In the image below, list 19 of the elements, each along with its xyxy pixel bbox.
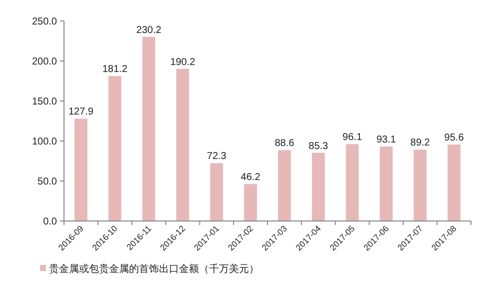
- y-tick-label: 250.0: [32, 16, 58, 28]
- data-label: 181.2: [102, 64, 128, 76]
- y-tick-label: 100.0: [32, 136, 58, 148]
- data-label: 95.6: [444, 132, 464, 144]
- y-tick-label: 150.0: [32, 96, 58, 108]
- data-label: 88.6: [274, 138, 295, 150]
- y-tick-label: 50.0: [38, 176, 58, 188]
- data-label: 89.2: [410, 138, 430, 149]
- data-label: 72.3: [206, 151, 227, 162]
- data-label: 127.9: [68, 106, 94, 118]
- data-label: 96.1: [342, 132, 362, 144]
- y-tick-label: 0.0: [43, 216, 58, 228]
- data-label: 85.3: [308, 140, 329, 152]
- data-label: 93.1: [376, 134, 396, 146]
- data-label: 46.2: [240, 172, 261, 184]
- legend: 贵金属或包贵金属的首饰出口金额（千万美元）: [40, 264, 259, 275]
- y-tick-label: 200.0: [32, 56, 58, 68]
- data-label: 230.2: [136, 24, 162, 36]
- data-label: 190.2: [170, 56, 196, 68]
